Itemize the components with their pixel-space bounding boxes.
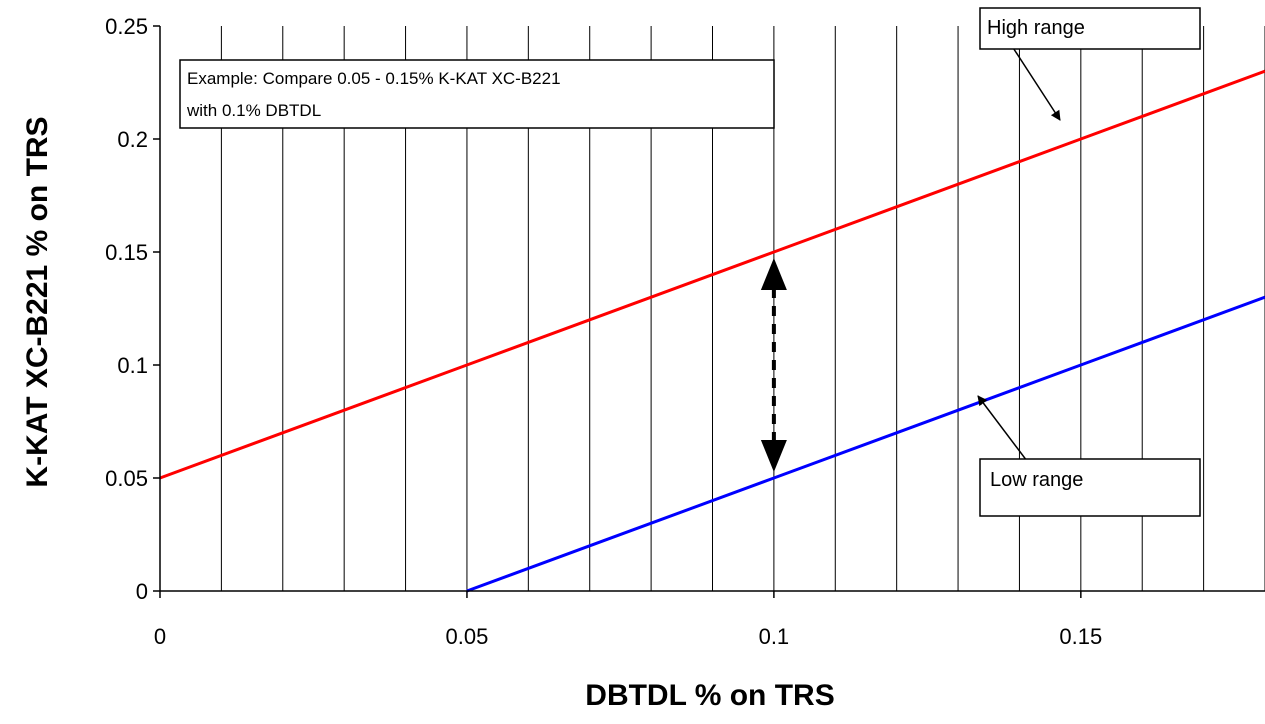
x-tick-label: 0.1	[759, 624, 790, 649]
example-note-line2: with 0.1% DBTDL	[186, 101, 321, 120]
x-tick-label: 0.05	[446, 624, 489, 649]
example-note-box	[179, 59, 775, 129]
low-range-label-box	[979, 458, 1201, 517]
low-range-line	[466, 295, 1265, 593]
low-range-callout-arrow	[977, 395, 1031, 466]
annotations	[760, 258, 787, 472]
x-tick-label: 0	[154, 624, 166, 649]
y-tick-label: 0.2	[117, 127, 148, 152]
x-tick-label: 0.15	[1059, 624, 1102, 649]
y-tick-label: 0.15	[105, 240, 148, 265]
low-range-label: Low range	[990, 469, 1083, 491]
compare-arrow-head-down	[760, 440, 787, 472]
high-range-label: High range	[987, 17, 1085, 39]
high-range-callout-arrow	[1007, 39, 1061, 121]
y-tick-label: 0.25	[105, 14, 148, 39]
y-tick-label: 0.1	[117, 353, 148, 378]
data-series	[159, 69, 1265, 593]
high-range-line	[159, 69, 1265, 480]
x-axis-title: DBTDL % on TRS	[585, 679, 834, 712]
axes: 0 0.05 0.1 0.15 0.2 0.25 0 0.05 0.1 0.15	[105, 14, 1265, 649]
example-note-line1: Example: Compare 0.05 - 0.15% K-KAT XC-B…	[187, 69, 561, 88]
y-axis-title: K-KAT XC-B221 % on TRS	[21, 116, 54, 487]
y-tick-label: 0.05	[105, 466, 148, 491]
high-range-label-box	[979, 7, 1201, 50]
compare-arrow-head-up	[760, 258, 787, 290]
y-tick-label: 0	[136, 579, 148, 604]
